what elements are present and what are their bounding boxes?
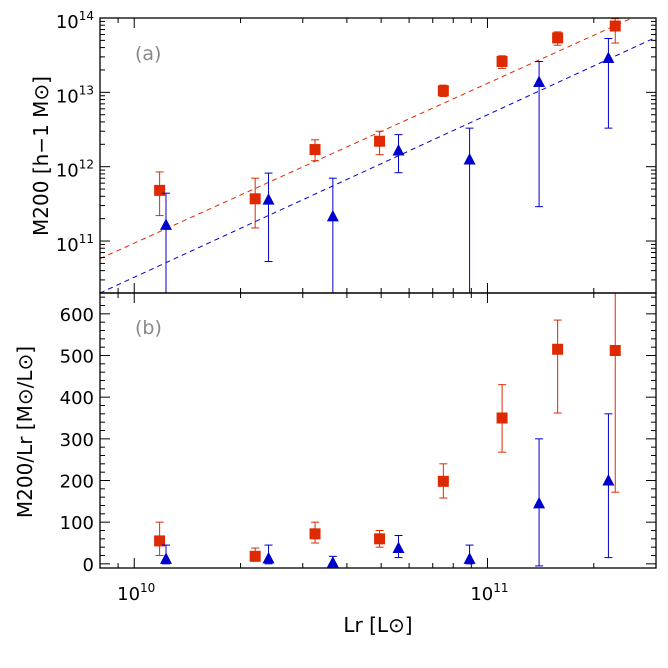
panel-b-plot-area — [154, 293, 621, 568]
panel-a-blue-triangle-point-2 — [326, 209, 339, 222]
panel-a-red-square-point-1 — [249, 193, 261, 205]
panel-b-y-tick-label-5: 500 — [60, 347, 94, 368]
panel-a-y-tick-label-2: 1013 — [56, 83, 94, 107]
panel-b-blue-triangle-point-1 — [262, 551, 275, 564]
panel-b-y-title-text: M200/Lr [M⊙/L⊙] — [13, 346, 37, 518]
x-title-text: Lr [L⊙] — [343, 613, 412, 637]
panel-a: 1011 1012 1013 1014 (a) M200 [h−1 M⊙] — [29, 9, 657, 294]
panel-b-y-tick-label-6: 600 — [60, 305, 94, 326]
x-tick-label-1: 1011 — [470, 581, 508, 605]
panel-a-red-square-point-2 — [309, 144, 321, 156]
panel-a-red-square-point-4 — [437, 85, 449, 97]
panel-b-blue-triangle-point-5 — [533, 496, 546, 509]
panel-b-red-square-point-3 — [374, 533, 386, 545]
panel-a-y-title-text: M200 [h−1 M⊙] — [29, 76, 53, 236]
panel-a-blue-triangle-point-4 — [463, 152, 476, 165]
panel-a-red-square-fit-line — [100, 18, 634, 260]
panel-b-blue-triangle-point-6 — [602, 474, 615, 486]
panel-b-blue-triangle-point-3 — [392, 541, 405, 553]
panel-a-y-tick-label-0: 1011 — [56, 232, 94, 256]
panel-b-red-square-point-5 — [496, 412, 508, 424]
panel-b-red-square-point-7 — [609, 345, 621, 356]
panel-a-red-square-point-6 — [552, 32, 564, 44]
panel-a-y-tick-label-1: 1012 — [56, 158, 94, 182]
panel-b-marks — [154, 293, 621, 568]
panel-b-y-axis-title: M200/Lr [M⊙/L⊙] — [13, 346, 37, 518]
panel-b-y-tick-label-4: 400 — [60, 388, 94, 409]
panel-a-blue-triangle-point-1 — [262, 193, 275, 205]
panel-b-blue-triangle-point-2 — [326, 556, 339, 568]
panel-b-label: (b) — [135, 317, 162, 339]
panel-a-red-square-point-5 — [496, 55, 508, 67]
panel-b-y-tick-label-3: 300 — [60, 430, 94, 451]
panel-b-blue-triangle-point-0 — [159, 552, 172, 564]
panel-a-y-axis-title: M200 [h−1 M⊙] — [29, 76, 53, 236]
panel-b-red-square-point-0 — [154, 535, 166, 547]
x-axis-title: Lr [L⊙] — [343, 613, 412, 637]
panel-a-plot-area — [100, 18, 656, 293]
panel-a-blue-triangle-point-3 — [392, 144, 405, 156]
panel-a-blue-triangle-fit-line — [100, 36, 656, 293]
panel-b-ticks: 1010 1011 0 100 200 300 400 500 600 — [60, 293, 657, 605]
panel-b-red-square-point-6 — [552, 343, 564, 355]
panel-b-y-tick-label-0: 0 — [83, 555, 94, 576]
panel-b-red-square-point-4 — [437, 475, 449, 487]
panel-b-red-square-point-1 — [249, 550, 261, 562]
panel-a-ticks: 1011 1012 1013 1014 — [56, 9, 657, 294]
panel-a-red-square-point-3 — [374, 135, 386, 147]
panel-b-y-tick-label-1: 100 — [60, 513, 94, 534]
panel-a-blue-triangle-point-0 — [159, 218, 172, 230]
panel-a-blue-triangle-point-6 — [602, 51, 615, 63]
x-tick-label-0: 1010 — [117, 581, 155, 605]
panel-a-red-square-point-0 — [154, 184, 166, 196]
panel-a-marks — [100, 18, 656, 293]
panel-a-blue-triangle-point-5 — [533, 75, 546, 87]
panel-a-red-square-point-7 — [609, 20, 621, 32]
panel-b: 1010 1011 0 100 200 300 400 500 600 (b) M200/Lr … — [13, 292, 657, 637]
panel-a-y-tick-label-3: 1014 — [56, 9, 94, 33]
panel-b-blue-triangle-point-4 — [463, 552, 476, 564]
panel-a-label: (a) — [135, 43, 161, 65]
panel-b-y-tick-label-2: 200 — [60, 472, 94, 493]
panel-b-red-square-point-2 — [309, 528, 321, 540]
